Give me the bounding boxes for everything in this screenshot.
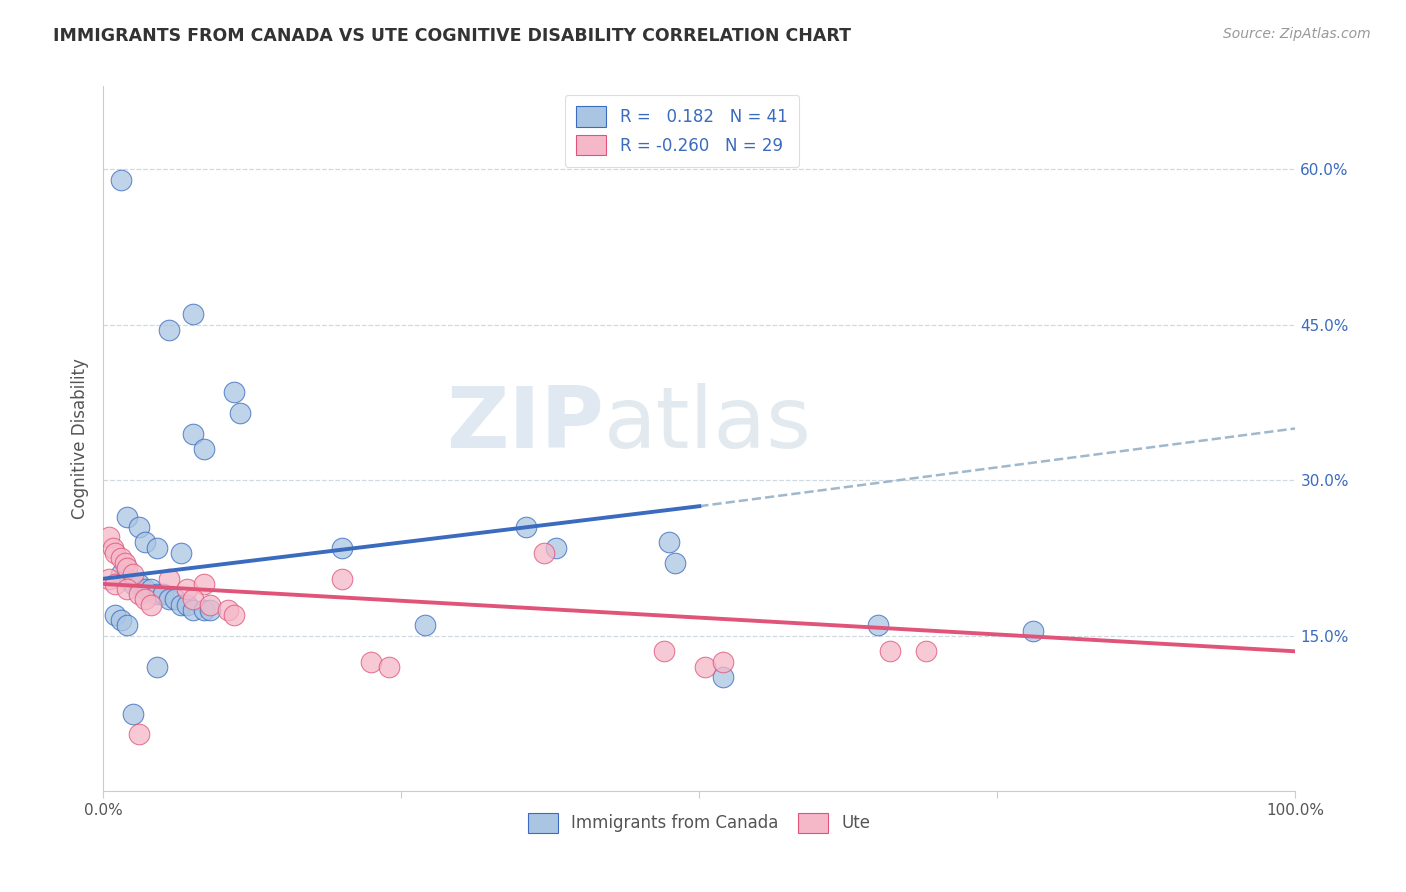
Point bbox=[134, 535, 156, 549]
Point bbox=[146, 541, 169, 555]
Text: atlas: atlas bbox=[605, 384, 811, 467]
Point bbox=[115, 509, 138, 524]
Point bbox=[110, 172, 132, 186]
Point bbox=[200, 598, 222, 612]
Point bbox=[146, 660, 169, 674]
Point bbox=[695, 660, 717, 674]
Point bbox=[114, 556, 136, 570]
Point bbox=[110, 566, 132, 581]
Point bbox=[169, 598, 191, 612]
Point bbox=[546, 541, 568, 555]
Point bbox=[176, 582, 198, 596]
Point bbox=[104, 577, 127, 591]
Point bbox=[330, 541, 353, 555]
Point bbox=[104, 608, 127, 623]
Point bbox=[533, 546, 555, 560]
Text: ZIP: ZIP bbox=[446, 384, 605, 467]
Point bbox=[176, 598, 198, 612]
Point bbox=[711, 655, 734, 669]
Point bbox=[122, 566, 145, 581]
Point bbox=[115, 582, 138, 596]
Point bbox=[378, 660, 401, 674]
Point bbox=[98, 572, 121, 586]
Point bbox=[128, 520, 150, 534]
Point bbox=[104, 546, 127, 560]
Point bbox=[146, 587, 169, 601]
Point bbox=[98, 530, 121, 544]
Point bbox=[224, 385, 246, 400]
Point bbox=[711, 670, 734, 684]
Point bbox=[193, 442, 215, 457]
Point bbox=[139, 582, 162, 596]
Point bbox=[652, 644, 675, 658]
Point bbox=[128, 587, 150, 601]
Point bbox=[110, 551, 132, 566]
Point bbox=[115, 572, 138, 586]
Point bbox=[193, 577, 215, 591]
Point bbox=[330, 572, 353, 586]
Point bbox=[360, 655, 382, 669]
Point bbox=[115, 561, 138, 575]
Point bbox=[664, 556, 686, 570]
Point bbox=[115, 618, 138, 632]
Point bbox=[868, 618, 890, 632]
Point bbox=[229, 406, 252, 420]
Point bbox=[413, 618, 436, 632]
Point bbox=[181, 592, 204, 607]
Point bbox=[658, 535, 681, 549]
Point bbox=[224, 608, 246, 623]
Point bbox=[134, 592, 156, 607]
Point bbox=[157, 592, 180, 607]
Point bbox=[169, 546, 191, 560]
Point bbox=[134, 582, 156, 596]
Point bbox=[157, 323, 180, 337]
Point bbox=[217, 603, 239, 617]
Point bbox=[122, 706, 145, 721]
Point bbox=[181, 426, 204, 441]
Text: IMMIGRANTS FROM CANADA VS UTE COGNITIVE DISABILITY CORRELATION CHART: IMMIGRANTS FROM CANADA VS UTE COGNITIVE … bbox=[53, 27, 852, 45]
Point bbox=[200, 603, 222, 617]
Point bbox=[515, 520, 537, 534]
Point bbox=[181, 603, 204, 617]
Point bbox=[128, 727, 150, 741]
Legend: Immigrants from Canada, Ute: Immigrants from Canada, Ute bbox=[517, 803, 880, 843]
Point bbox=[1022, 624, 1045, 638]
Point bbox=[110, 613, 132, 627]
Text: Source: ZipAtlas.com: Source: ZipAtlas.com bbox=[1223, 27, 1371, 41]
Point bbox=[157, 572, 180, 586]
Point bbox=[128, 577, 150, 591]
Y-axis label: Cognitive Disability: Cognitive Disability bbox=[72, 359, 89, 519]
Point bbox=[193, 603, 215, 617]
Point bbox=[152, 587, 174, 601]
Point bbox=[879, 644, 901, 658]
Point bbox=[914, 644, 936, 658]
Point bbox=[181, 307, 204, 321]
Point bbox=[163, 592, 186, 607]
Point bbox=[101, 541, 124, 555]
Point bbox=[122, 577, 145, 591]
Point bbox=[139, 598, 162, 612]
